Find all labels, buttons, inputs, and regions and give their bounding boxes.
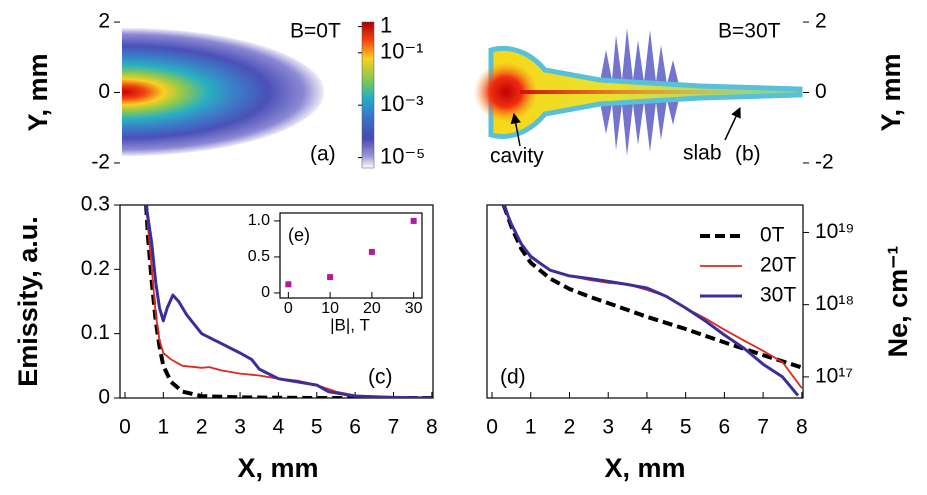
annotation: B=30T: [718, 20, 781, 43]
x-tick-label: 3: [234, 416, 246, 439]
spikes-bottom: [600, 99, 679, 156]
scatter-point: [285, 281, 292, 288]
x-tick-label: 8: [796, 416, 808, 439]
x-tick-label: 7: [388, 416, 400, 439]
annotation: (e): [288, 225, 310, 245]
x-tick-label: 8: [426, 416, 438, 439]
data-line: [144, 205, 432, 398]
cavity-arrow: [510, 112, 521, 147]
y-tick-label: 0: [98, 386, 110, 409]
y-axis-label: Y, mm: [876, 53, 906, 131]
legend-label: 20T: [760, 254, 796, 277]
spikes-top: [600, 28, 679, 85]
heatmap-b: [474, 28, 803, 156]
colorbar-tick-label: 10⁻¹: [380, 39, 423, 64]
colorbar: [361, 21, 375, 169]
y-tick-label: 10¹⁸: [815, 292, 854, 315]
y-tick-label: 0.3: [81, 193, 110, 216]
annotation: (c): [368, 366, 393, 389]
slab-arrow: [724, 107, 741, 141]
data-line: [502, 205, 800, 397]
y-tick-label: 2: [98, 10, 110, 33]
plot-frame: [279, 212, 423, 299]
x-tick-label: 2: [564, 416, 576, 439]
y-axis-label: Ne, cm⁻¹: [883, 246, 913, 358]
x-axis-label: X, mm: [604, 453, 685, 483]
y-tick-label: 1.0: [248, 212, 270, 229]
annotation: slab: [683, 142, 722, 165]
x-tick-label: 5: [311, 416, 323, 439]
core-line: [520, 90, 750, 94]
x-tick-label: 4: [641, 416, 653, 439]
colorbar-tick-label: 1: [380, 12, 392, 37]
x-tick-label: 7: [757, 416, 769, 439]
x-tick-label: 6: [719, 416, 731, 439]
x-tick-label: 30: [405, 300, 423, 317]
scatter-point: [410, 217, 417, 224]
scatter-point: [327, 274, 334, 281]
x-tick-label: 0: [119, 416, 131, 439]
annotation: cavity: [490, 145, 544, 168]
legend-label: 0T: [760, 224, 785, 247]
cavity-core: [474, 62, 538, 122]
x-tick-label: 0: [486, 416, 498, 439]
x-tick-label: 6: [349, 416, 361, 439]
x-tick-label: 20: [363, 300, 381, 317]
x-tick-label: 1: [525, 416, 537, 439]
legend-label: 30T: [760, 284, 796, 307]
y-tick-label: 10¹⁷: [815, 364, 853, 387]
y-tick-label: 10¹⁹: [815, 220, 854, 243]
y-tick-label: 2: [815, 10, 827, 33]
y-tick-label: 0: [261, 284, 270, 301]
x-tick-label: 1: [158, 416, 170, 439]
annotation: (b): [735, 143, 761, 166]
annotation: B=0T: [290, 20, 341, 43]
heatmap-a: [122, 28, 324, 156]
y-tick-label: -2: [91, 151, 110, 174]
y-tick-label: 0.5: [248, 248, 270, 265]
y-tick-label: 0.2: [81, 257, 110, 280]
x-tick-label: 3: [602, 416, 614, 439]
x-axis-label: |B|, T: [330, 315, 370, 334]
x-axis-label: X, mm: [237, 453, 318, 483]
data-line: [501, 205, 803, 370]
plot-frame: [486, 204, 804, 399]
colorbar-tick-label: 10⁻⁵: [380, 143, 425, 168]
y-tick-label: 0: [815, 80, 827, 103]
y-axis-label: Emissity, a.u.: [13, 216, 43, 387]
annotation: (d): [500, 366, 526, 389]
x-tick-label: 10: [321, 300, 339, 317]
x-tick-label: 2: [196, 416, 208, 439]
colorbar-tick-label: 10⁻³: [380, 91, 423, 116]
y-tick-label: -2: [815, 151, 834, 174]
data-line: [144, 205, 432, 398]
annotation: (a): [310, 143, 336, 166]
x-tick-label: 5: [680, 416, 692, 439]
scatter-point: [368, 248, 375, 255]
y-axis-label: Y, mm: [23, 53, 53, 131]
x-tick-label: 0: [284, 300, 293, 317]
y-tick-label: 0: [98, 80, 110, 103]
plasma-plume: [122, 28, 324, 156]
x-tick-label: 4: [273, 416, 285, 439]
y-tick-label: 0.1: [81, 321, 110, 344]
